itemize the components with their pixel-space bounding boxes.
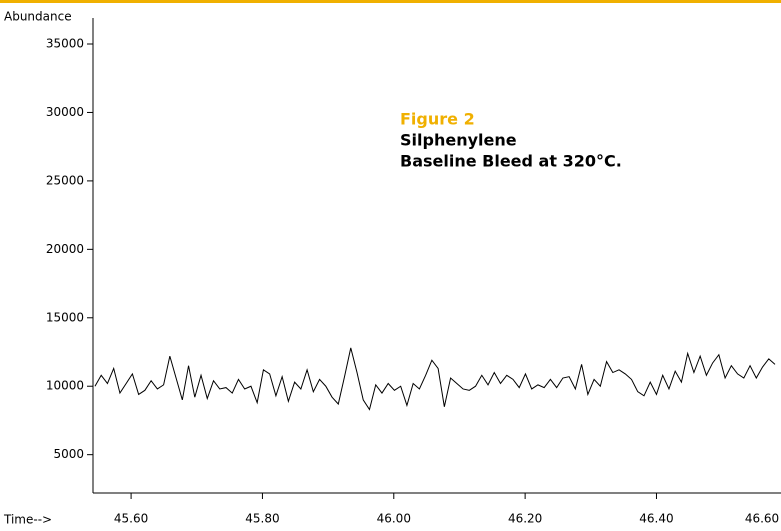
annotation-line: Silphenylene	[400, 131, 517, 150]
x-tick-label: 46.00	[377, 512, 411, 526]
y-tick-label: 35000	[46, 37, 84, 51]
y-tick-label: 15000	[46, 310, 84, 324]
y-tick-label: 20000	[46, 242, 84, 256]
x-tick-label: 46.40	[639, 512, 673, 526]
y-tick-label: 5000	[53, 447, 84, 461]
x-axis-label: Time-->	[3, 513, 52, 527]
data-line	[94, 347, 776, 411]
x-tick-label: 46.60	[745, 512, 779, 526]
x-tick-label: 45.60	[114, 512, 148, 526]
x-tick-label: 46.20	[508, 512, 542, 526]
y-tick-label: 25000	[46, 173, 84, 187]
annotation-title: Figure 2	[400, 110, 475, 129]
top-rule	[0, 0, 781, 3]
annotation-line: Baseline Bleed at 320°C.	[400, 152, 622, 171]
y-tick-label: 10000	[46, 379, 84, 393]
x-tick-label: 45.80	[245, 512, 279, 526]
y-axis-label: Abundance	[4, 10, 72, 24]
y-tick-label: 30000	[46, 105, 84, 119]
